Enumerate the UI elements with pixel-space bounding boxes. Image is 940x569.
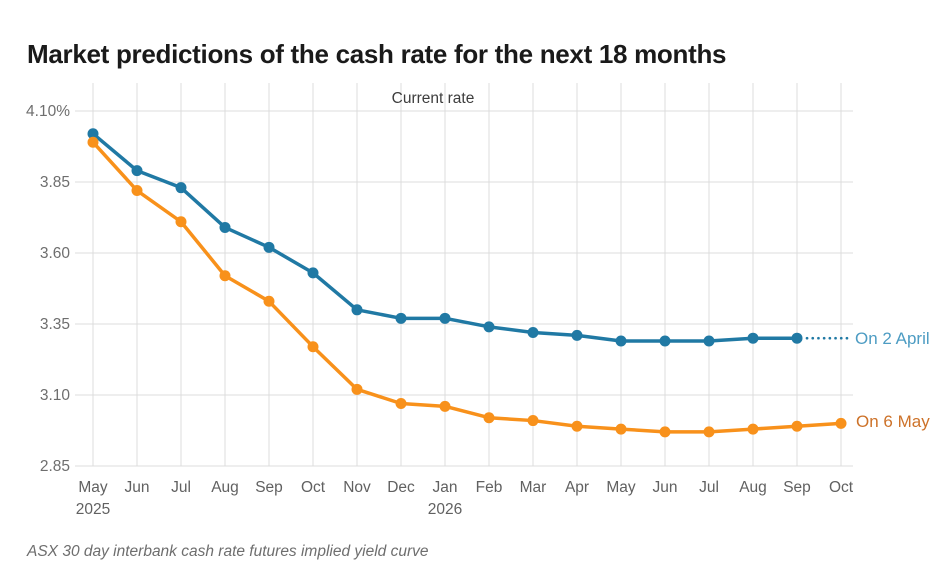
series-end-label-on-2-april: On 2 April — [855, 329, 930, 348]
data-point-on-2-april — [131, 165, 143, 177]
data-point-on-2-april — [307, 267, 319, 279]
x-axis-month-label: Jun — [125, 479, 150, 496]
x-axis-month-label: Jan — [433, 479, 458, 496]
data-point-on-6-may — [87, 136, 99, 148]
data-point-on-6-may — [351, 383, 363, 395]
x-axis-month-label: Apr — [565, 479, 589, 496]
data-point-on-2-april — [703, 335, 715, 347]
x-axis-month-label: May — [78, 479, 108, 496]
data-point-on-6-may — [439, 400, 451, 412]
data-point-on-6-may — [263, 295, 275, 307]
data-point-on-6-may — [703, 426, 715, 438]
data-point-on-2-april — [615, 335, 627, 347]
x-axis-month-label: Jul — [171, 479, 191, 496]
data-point-on-6-may — [571, 420, 583, 432]
x-axis-month-label: Nov — [343, 479, 371, 496]
chart-title: Market predictions of the cash rate for … — [27, 39, 727, 70]
data-point-on-2-april — [571, 329, 583, 341]
data-point-on-6-may — [307, 341, 319, 353]
data-point-on-2-april — [175, 182, 187, 194]
x-axis-month-label: May — [606, 479, 636, 496]
data-point-on-2-april — [219, 221, 231, 233]
data-point-on-6-may — [219, 270, 231, 282]
x-axis-month-label: Sep — [783, 479, 811, 496]
y-axis-tick-label: 3.85 — [40, 174, 70, 191]
data-point-on-2-april — [87, 128, 99, 140]
data-point-on-2-april — [263, 241, 275, 253]
data-point-on-6-may — [395, 398, 407, 410]
y-axis-tick-label: 3.60 — [40, 245, 71, 262]
current-rate-annotation: Current rate — [391, 90, 475, 107]
x-axis-month-label: Aug — [739, 479, 767, 496]
data-point-on-6-may — [659, 426, 671, 438]
series-end-label-on-6-may: On 6 May — [856, 412, 930, 431]
data-point-on-6-may — [615, 423, 627, 435]
x-axis-month-label: Oct — [829, 479, 854, 496]
data-point-on-2-april — [351, 304, 363, 316]
x-axis-year-label: 2025 — [76, 501, 110, 518]
chart-source-caption: ASX 30 day interbank cash rate futures i… — [27, 543, 429, 560]
x-axis-month-label: Mar — [520, 479, 547, 496]
y-axis-tick-label: 4.10% — [26, 103, 70, 120]
x-axis-month-label: Jun — [653, 479, 678, 496]
x-axis-month-label: Jul — [699, 479, 719, 496]
data-point-on-2-april — [791, 332, 803, 344]
x-axis-month-label: Sep — [255, 479, 283, 496]
x-axis-month-label: Aug — [211, 479, 239, 496]
x-axis-month-label: Oct — [301, 479, 326, 496]
series-line-on-6-may — [91, 140, 843, 434]
data-point-on-2-april — [747, 332, 759, 344]
data-point-on-6-may — [835, 417, 847, 429]
data-point-on-6-may — [483, 412, 495, 424]
data-point-on-6-may — [527, 415, 539, 427]
data-point-on-6-may — [131, 185, 143, 197]
data-point-on-6-may — [747, 423, 759, 435]
data-point-on-6-may — [791, 420, 803, 432]
x-axis-month-label: Dec — [387, 479, 415, 496]
y-axis-tick-label: 2.85 — [40, 458, 70, 475]
x-axis-year-label: 2026 — [428, 501, 462, 518]
data-point-on-2-april — [659, 335, 671, 347]
data-point-on-6-may — [175, 216, 187, 228]
y-axis-tick-label: 3.10 — [40, 387, 71, 404]
data-point-on-2-april — [439, 312, 451, 324]
data-point-on-2-april — [483, 321, 495, 333]
data-point-on-2-april — [527, 327, 539, 339]
y-axis-tick-label: 3.35 — [40, 316, 70, 333]
x-axis-month-label: Feb — [476, 479, 503, 496]
data-point-on-2-april — [395, 312, 407, 324]
